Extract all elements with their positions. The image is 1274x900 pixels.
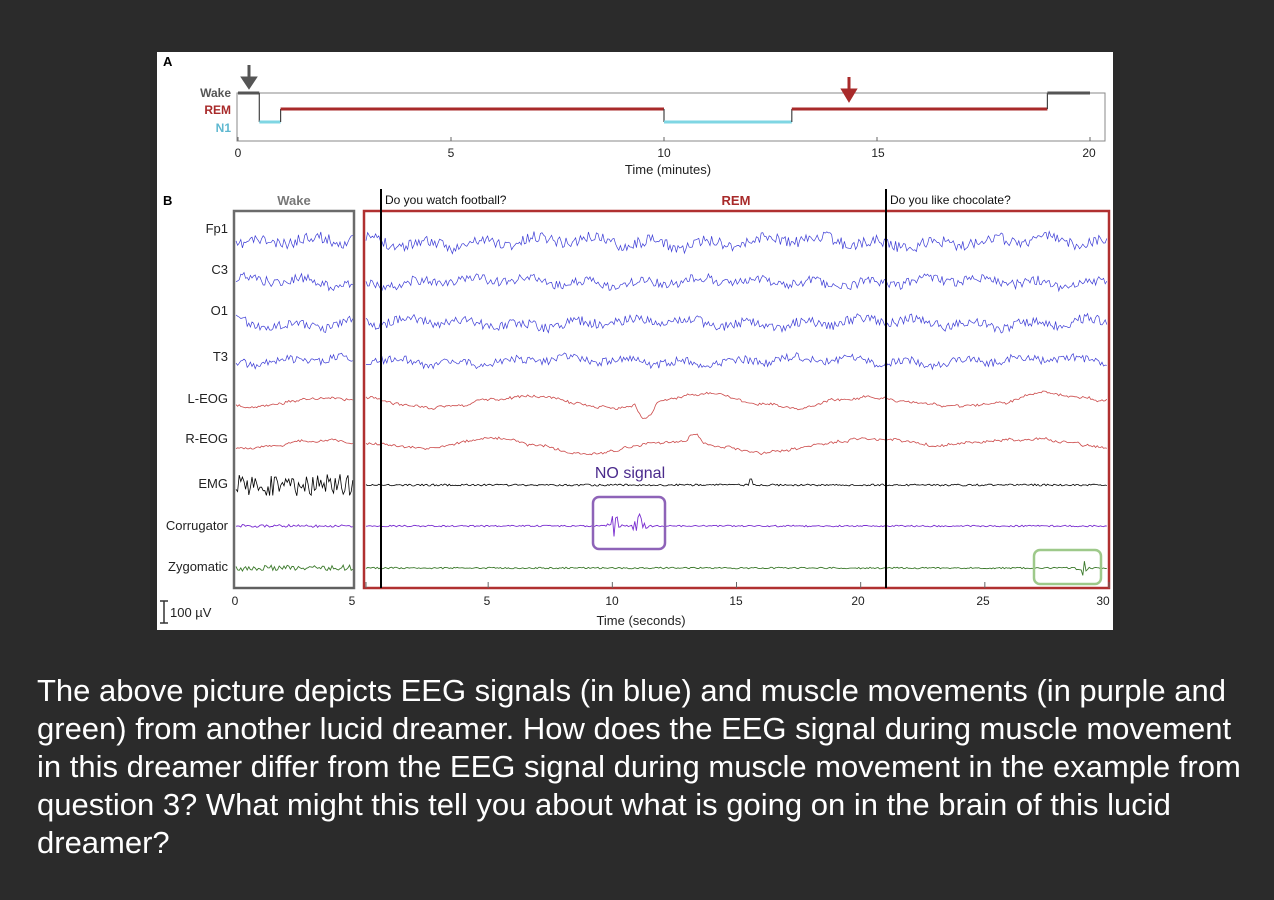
rem-tick-label-15: 15 bbox=[729, 594, 743, 608]
no-signal-label: NO signal bbox=[595, 465, 665, 482]
start-arrow-icon bbox=[240, 65, 258, 90]
signal-trace bbox=[235, 352, 353, 370]
signal-traces bbox=[235, 230, 1108, 576]
rem-tick-label-10: 10 bbox=[605, 594, 619, 608]
hypno-tick-label-0: 0 bbox=[235, 146, 242, 160]
question-marker-1: Do you watch football? bbox=[385, 193, 507, 207]
hypno-tick-label-15: 15 bbox=[871, 146, 885, 160]
marker-arrow-icon bbox=[840, 77, 858, 103]
stage-label-n1: N1 bbox=[216, 121, 232, 135]
panel-b-letter: B bbox=[163, 193, 172, 208]
stage-label-rem: REM bbox=[204, 103, 231, 117]
hypnogram-trace bbox=[238, 91, 1090, 124]
scale-bar-label: 100 µV bbox=[170, 605, 212, 620]
question-marker-2: Do you like chocolate? bbox=[890, 193, 1011, 207]
wake-box bbox=[232, 209, 356, 590]
hypnogram-frame bbox=[236, 92, 1106, 142]
channel-label-t3: T3 bbox=[213, 349, 228, 364]
signal-trace bbox=[235, 563, 354, 572]
rem-x-label: Time (seconds) bbox=[596, 613, 685, 628]
signal-trace bbox=[365, 352, 1107, 371]
channel-label-fp1: Fp1 bbox=[206, 221, 228, 236]
channel-label-emg: EMG bbox=[198, 476, 228, 491]
signal-trace bbox=[235, 271, 353, 292]
channel-label-o1: O1 bbox=[211, 303, 228, 318]
wake-tick-label-0: 0 bbox=[232, 594, 239, 608]
signal-trace bbox=[365, 561, 1107, 576]
rem-tick-label-20: 20 bbox=[851, 594, 865, 608]
rem-tick-label-30: 30 bbox=[1096, 594, 1110, 608]
channel-label-zygomatic: Zygomatic bbox=[168, 559, 228, 574]
signal-trace bbox=[235, 474, 354, 497]
channel-label-r-eog: R-EOG bbox=[185, 431, 228, 446]
question-text: The above picture depicts EEG signals (i… bbox=[37, 673, 1241, 860]
signal-trace bbox=[235, 523, 353, 528]
wake-tick-label-5: 5 bbox=[349, 594, 356, 608]
channel-label-corrugator: Corrugator bbox=[166, 518, 229, 533]
signal-trace bbox=[365, 512, 1107, 537]
hypno-x-label: Time (minutes) bbox=[625, 162, 711, 177]
rem-segment-label: REM bbox=[722, 193, 751, 208]
rem-tick-label-25: 25 bbox=[976, 594, 990, 608]
panel-a-letter: A bbox=[163, 54, 173, 69]
signal-trace bbox=[235, 231, 353, 250]
corrugator-highlight-box bbox=[591, 495, 667, 551]
channel-label-c3: C3 bbox=[211, 262, 228, 277]
hypnogram-ticks bbox=[237, 137, 1091, 141]
signal-trace bbox=[365, 230, 1108, 255]
signal-trace bbox=[365, 312, 1108, 334]
rem-x-axis-ticks bbox=[365, 582, 1110, 588]
zygomatic-highlight-box bbox=[1032, 548, 1103, 586]
rem-tick-label-5: 5 bbox=[484, 594, 491, 608]
wake-segment-label: Wake bbox=[277, 193, 310, 208]
signal-trace bbox=[235, 314, 354, 333]
hypno-tick-label-5: 5 bbox=[448, 146, 455, 160]
hypno-tick-label-20: 20 bbox=[1082, 146, 1096, 160]
figure-panel: A Wake REM N1 0 5 10 15 20 Time (minutes… bbox=[157, 52, 1113, 630]
signal-trace bbox=[365, 390, 1108, 420]
hypno-tick-label-10: 10 bbox=[657, 146, 671, 160]
signal-trace bbox=[365, 478, 1107, 487]
signal-trace bbox=[235, 396, 353, 409]
signal-trace bbox=[365, 433, 1107, 456]
signal-trace bbox=[365, 272, 1108, 293]
stage-label-wake: Wake bbox=[200, 86, 231, 100]
signal-trace bbox=[235, 438, 353, 450]
channel-label-l-eog: L-EOG bbox=[188, 391, 228, 406]
